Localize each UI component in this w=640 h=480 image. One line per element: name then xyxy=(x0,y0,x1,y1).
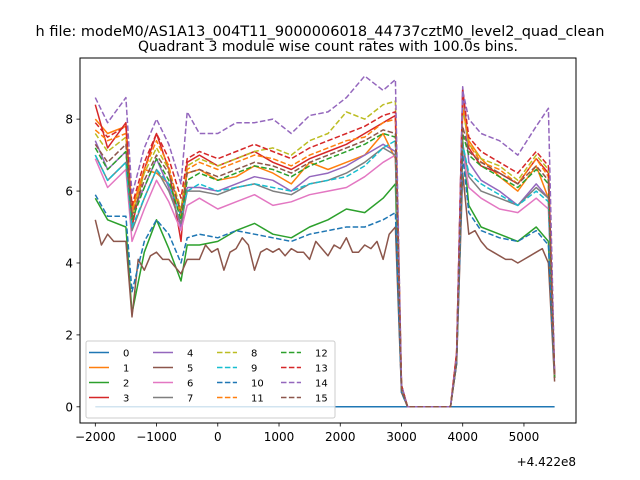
legend-label-11: 11 xyxy=(251,393,264,404)
series-line-14 xyxy=(94,75,556,408)
figure-suptitle: h file: modeM0/AS1A13_004T11_9000006018_… xyxy=(36,24,605,40)
series-line-11 xyxy=(94,103,556,408)
series-line-10 xyxy=(94,154,556,408)
legend-label-14: 14 xyxy=(315,378,328,389)
series-line-6 xyxy=(94,150,556,408)
series-line-7 xyxy=(94,143,556,408)
y-tick-label: 4 xyxy=(65,256,73,270)
legend-label-13: 13 xyxy=(315,363,328,374)
y-tick-label: 0 xyxy=(65,400,73,414)
legend-label-9: 9 xyxy=(251,363,257,374)
legend-label-4: 4 xyxy=(187,348,193,359)
x-tick-label: −2000 xyxy=(75,430,116,444)
x-tick-label: 2000 xyxy=(325,430,356,444)
legend-label-0: 0 xyxy=(123,348,129,359)
x-tick-label: 3000 xyxy=(386,430,417,444)
legend-label-7: 7 xyxy=(187,393,193,404)
legend-label-6: 6 xyxy=(187,378,193,389)
series-line-8 xyxy=(94,100,556,408)
series-line-1 xyxy=(94,107,556,408)
legend-label-1: 1 xyxy=(123,363,129,374)
series-line-15 xyxy=(94,125,556,408)
series-line-13 xyxy=(94,89,556,408)
legend-label-2: 2 xyxy=(123,378,129,389)
x-axis-offset-label: +4.422e8 xyxy=(517,455,576,469)
series-line-5 xyxy=(94,172,556,408)
chart-title: Quadrant 3 module wise count rates with … xyxy=(138,39,518,55)
legend-label-15: 15 xyxy=(315,393,328,404)
x-tick-label: 1000 xyxy=(264,430,295,444)
y-axis: 0 2 4 6 8 xyxy=(65,113,80,414)
legend-label-10: 10 xyxy=(251,378,264,389)
y-tick-label: 2 xyxy=(65,328,73,342)
axes-frame xyxy=(79,57,577,424)
y-tick-label: 8 xyxy=(65,113,73,127)
legend-label-3: 3 xyxy=(123,393,129,404)
series-line-2 xyxy=(94,139,556,408)
series-line-9 xyxy=(94,139,556,408)
series-layer xyxy=(94,75,556,408)
legend-label-5: 5 xyxy=(187,363,193,374)
x-tick-label: 0 xyxy=(214,430,222,444)
x-tick-label: 4000 xyxy=(447,430,478,444)
x-axis: −2000 −1000 0 1000 2000 3000 4000 5000 xyxy=(75,423,539,444)
x-tick-label: 5000 xyxy=(509,430,540,444)
legend-label-12: 12 xyxy=(315,348,328,359)
legend-label-8: 8 xyxy=(251,348,257,359)
y-tick-label: 6 xyxy=(65,185,73,199)
x-tick-label: −1000 xyxy=(136,430,177,444)
legend-frame xyxy=(85,340,336,419)
series-line-12 xyxy=(94,132,556,408)
series-line-4 xyxy=(94,86,556,408)
